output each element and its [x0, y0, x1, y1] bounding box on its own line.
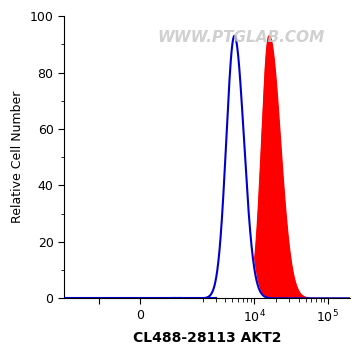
X-axis label: CL488-28113 AKT2: CL488-28113 AKT2 — [133, 331, 281, 345]
Text: WWW.PTGLAB.COM: WWW.PTGLAB.COM — [158, 30, 325, 45]
Y-axis label: Relative Cell Number: Relative Cell Number — [11, 91, 24, 224]
